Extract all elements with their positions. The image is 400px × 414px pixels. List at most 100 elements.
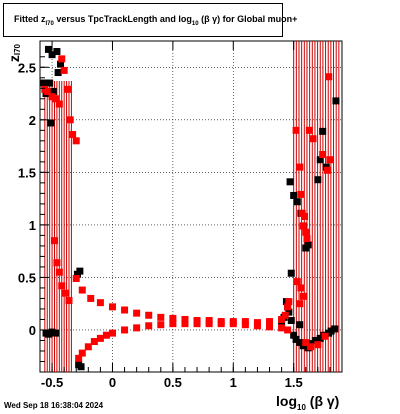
data-point [58, 55, 66, 63]
data-point [302, 228, 310, 236]
axes: -0.5 0 0.5 1 1.5 0 0.5 1 1.5 2 2.5 [18, 41, 331, 390]
data-point [60, 66, 68, 74]
data-point [181, 320, 189, 328]
data-point [78, 286, 86, 294]
y-axis-label: zI70 [6, 44, 22, 63]
data-point [326, 156, 334, 164]
data-point [65, 297, 73, 305]
plot-frame [39, 40, 343, 373]
data-markers [40, 45, 340, 371]
x-tick-label: 1.5 [285, 375, 303, 390]
data-point [307, 343, 315, 351]
data-point [58, 282, 66, 290]
data-point [133, 309, 141, 317]
data-point [78, 349, 86, 357]
data-point [297, 190, 305, 198]
data-point [157, 321, 165, 329]
data-point [296, 300, 304, 308]
data-point [52, 95, 60, 103]
y-tick-label: 0.5 [18, 270, 36, 285]
data-point [48, 328, 56, 336]
data-point [217, 320, 225, 328]
data-point [303, 235, 311, 243]
data-point [169, 314, 177, 322]
data-point [290, 191, 298, 199]
x-tick-label: -0.5 [41, 375, 63, 390]
data-point [90, 338, 98, 346]
data-point [96, 334, 104, 342]
data-point [302, 339, 310, 347]
data-point [290, 331, 298, 339]
data-point [332, 97, 340, 105]
data-point [87, 294, 95, 302]
error-bars [44, 41, 340, 372]
data-point [64, 85, 72, 93]
data-point [133, 324, 141, 332]
data-point [299, 292, 307, 300]
data-point [96, 299, 104, 307]
data-point [311, 336, 319, 344]
data-point [46, 79, 54, 87]
data-point [327, 327, 335, 335]
data-point [301, 212, 309, 220]
x-tick-label: 1 [230, 375, 237, 390]
data-point [54, 69, 62, 77]
data-point [50, 237, 58, 245]
y-tick-label: 2.5 [18, 60, 36, 75]
data-point [66, 116, 74, 124]
data-point [57, 60, 65, 68]
data-point [145, 322, 153, 330]
data-point [108, 303, 116, 311]
data-point [73, 270, 81, 278]
data-point [253, 322, 261, 330]
data-point [48, 51, 56, 59]
data-point [53, 259, 61, 267]
data-point [266, 318, 274, 326]
date-stamp: Wed Sep 18 16:38:04 2024 [4, 401, 104, 410]
data-point [145, 311, 153, 319]
data-point [292, 335, 300, 343]
data-point [102, 331, 110, 339]
data-point [43, 87, 51, 95]
data-point [121, 326, 129, 334]
data-point [84, 343, 92, 351]
data-point [309, 135, 317, 143]
data-point [284, 303, 292, 311]
data-point [75, 354, 83, 362]
data-point [108, 329, 116, 337]
x-tick-label: 0 [109, 375, 116, 390]
chart-title: Fitted zI70 versus TpcTrackLength and lo… [14, 14, 298, 27]
data-point [305, 126, 313, 134]
data-point [319, 150, 327, 158]
data-point [285, 308, 293, 316]
data-point [331, 325, 339, 333]
data-point [44, 45, 52, 53]
data-point [287, 269, 295, 277]
data-point [77, 363, 85, 371]
data-point [278, 315, 286, 323]
data-point [49, 87, 57, 95]
data-point [229, 320, 237, 328]
data-point [157, 313, 165, 321]
data-point [55, 268, 63, 276]
data-point [55, 100, 63, 108]
data-point [48, 93, 56, 101]
y-tick-label: 1 [29, 218, 36, 233]
data-point [324, 166, 332, 174]
data-point [266, 323, 274, 331]
data-point [321, 332, 329, 340]
data-point [296, 321, 304, 329]
x-axis-label: log10 (β γ) [276, 393, 340, 412]
data-point [314, 341, 322, 349]
title-box: Fitted zI70 versus TpcTrackLength and lo… [3, 3, 297, 37]
data-point [297, 284, 305, 292]
data-point [53, 48, 61, 56]
data-point [296, 163, 304, 171]
data-point [299, 222, 307, 230]
data-point [287, 317, 295, 325]
data-point [169, 320, 177, 328]
data-point [293, 198, 301, 206]
x-tick-label: 0.5 [164, 375, 182, 390]
y-tick-label: 2 [29, 113, 36, 128]
